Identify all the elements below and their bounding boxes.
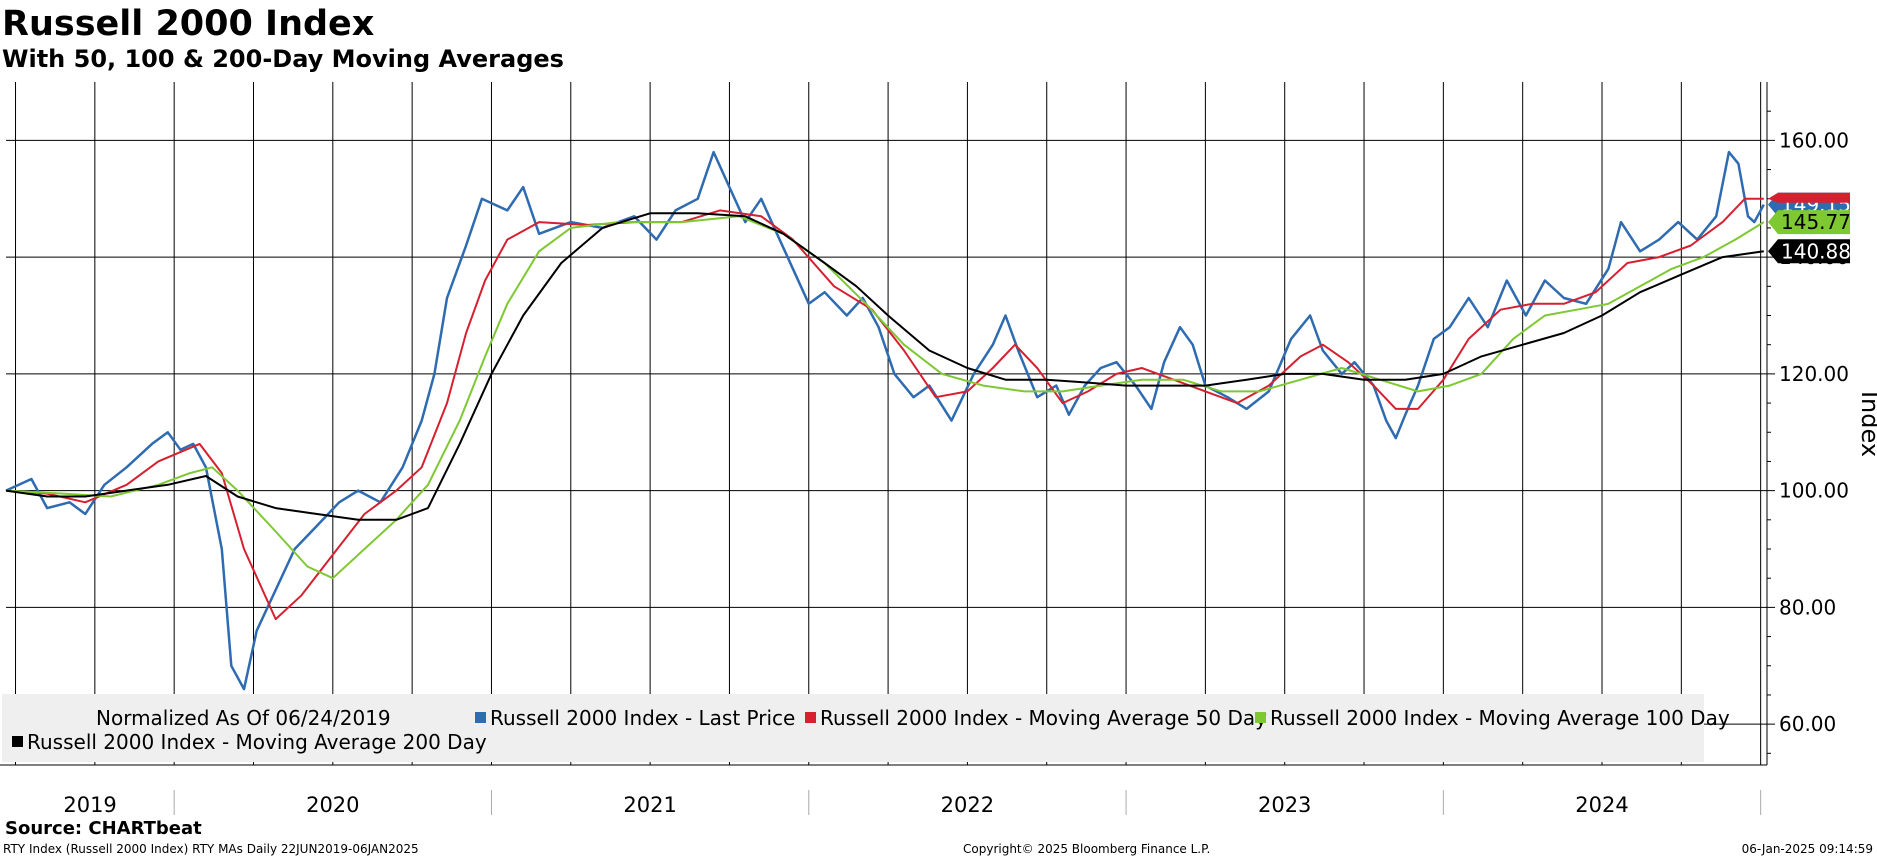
footer-timestamp: 06-Jan-2025 09:14:59 xyxy=(1741,842,1873,856)
legend-last-price-swatch xyxy=(475,712,486,723)
series-ma100-line xyxy=(5,215,1765,580)
series-last-price-line xyxy=(5,150,1765,691)
chart-title: Russell 2000 Index xyxy=(2,4,375,44)
chart-subtitle: With 50, 100 & 200-Day Moving Averages xyxy=(2,45,564,73)
y-tick-label: 160.00 xyxy=(1779,128,1849,152)
y-axis-title: Index xyxy=(1856,391,1877,457)
legend-ma200-swatch xyxy=(12,736,23,747)
badge-ma100 xyxy=(1768,210,1850,235)
x-tick-label: 2022 xyxy=(941,793,994,817)
x-tick-label: 2021 xyxy=(623,793,676,817)
series-ma200-line xyxy=(5,212,1764,521)
badge-ma50 xyxy=(1768,192,1850,203)
legend-ma200-label: Russell 2000 Index - Moving Average 200 … xyxy=(27,730,487,754)
y-tick-label: 80.00 xyxy=(1779,595,1836,619)
badge-ma200-text: 140.88 xyxy=(1781,239,1851,263)
x-tick-label: 2019 xyxy=(63,793,116,817)
y-tick-label: 100.00 xyxy=(1779,479,1849,503)
badge-ma100-text: 145.77 xyxy=(1781,210,1851,234)
y-tick-label: 120.00 xyxy=(1779,362,1849,386)
source-label: Source: CHARTbeat xyxy=(5,818,202,839)
legend-box xyxy=(2,694,1704,762)
x-tick-label: 2020 xyxy=(306,793,359,817)
footer-ticker-info: RTY Index (Russell 2000 Index) RTY MAs D… xyxy=(3,842,419,856)
badge-ma200 xyxy=(1768,239,1850,264)
y-tick-label: 60.00 xyxy=(1779,712,1836,736)
legend-ma100-swatch xyxy=(1255,712,1266,723)
legend-last-price-label: Russell 2000 Index - Last Price xyxy=(490,706,795,730)
legend-ma50-swatch xyxy=(805,712,816,723)
legend-ma50-label: Russell 2000 Index - Moving Average 50 D… xyxy=(820,706,1267,730)
x-tick-label: 2023 xyxy=(1258,793,1311,817)
series-ma50-line xyxy=(5,197,1764,621)
legend-ma100-label: Russell 2000 Index - Moving Average 100 … xyxy=(1270,706,1730,730)
footer-copyright: Copyright© 2025 Bloomberg Finance L.P. xyxy=(963,842,1211,856)
legend-note: Normalized As Of 06/24/2019 xyxy=(96,706,391,730)
x-tick-label: 2024 xyxy=(1575,793,1628,817)
